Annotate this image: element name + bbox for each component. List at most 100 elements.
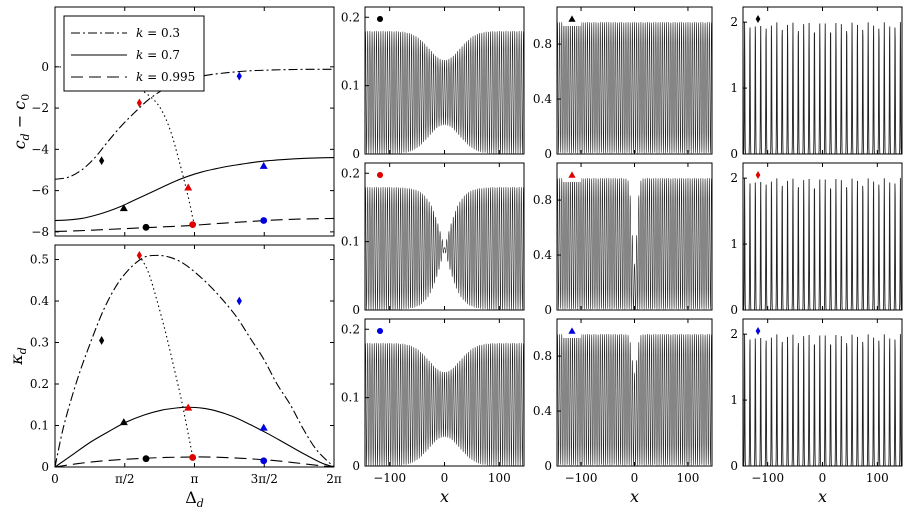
y-tick-label: 0 — [544, 303, 552, 317]
series-longdash — [54, 217, 335, 233]
wave-trace — [365, 30, 524, 154]
x-axis-label: Δd — [185, 488, 204, 510]
y-tick-label: −4 — [31, 142, 49, 156]
y-tick-label: 0.4 — [533, 248, 552, 262]
legend-eq: = 0.7 — [143, 48, 180, 62]
wave-trace — [365, 186, 524, 310]
marker-diamond — [99, 336, 105, 345]
x-tick-label: 0 — [441, 471, 449, 485]
x-tick-label: 3π/2 — [251, 472, 278, 486]
axes-frame — [54, 244, 335, 468]
y-tick-label: 0.8 — [533, 193, 552, 207]
x-tick-label: 100 — [676, 471, 699, 485]
x-tick-label: 0 — [631, 471, 639, 485]
marker-diamond — [236, 296, 242, 306]
series-solid — [54, 406, 335, 468]
wave-panel-r2-c1: 0 0.1 0.2 — [341, 162, 525, 317]
marker-diamond — [136, 250, 142, 260]
ylabel-sub2: 0 — [19, 94, 32, 101]
x-tick-label: −100 — [373, 471, 406, 485]
y-tick-label: 2 — [730, 171, 738, 185]
y-tick-label: −8 — [31, 225, 49, 239]
y-tick-label: 1 — [730, 237, 738, 251]
y-tick-label: 0.2 — [341, 322, 360, 336]
legend-label: k = 0.995 — [136, 70, 195, 84]
y-tick-label: 2 — [730, 327, 738, 341]
y-tick-label: 1 — [730, 393, 738, 407]
x-axis-label: x — [818, 487, 827, 506]
wave-panel-r1-c1: 0 0.1 0.2 — [341, 6, 525, 161]
y-tick-label: 0.2 — [341, 10, 360, 24]
marker-triangle — [184, 183, 193, 191]
y-tick-label: 0.3 — [30, 336, 49, 350]
x-tick-label: 0 — [51, 472, 59, 486]
wave-panel-r2-c2: 0 0.4 0.8 — [533, 162, 713, 317]
ylabel-sub1: d — [19, 133, 32, 140]
wave-panel-r3-c1: 0 0.1 0.2 −100 0 100 x — [341, 318, 525, 506]
marker-triangle — [259, 161, 268, 169]
series-longdash — [54, 456, 335, 468]
marker-diamond — [236, 71, 242, 81]
marker-circle — [260, 217, 268, 224]
legend-label: k = 0.3 — [136, 26, 180, 40]
legend-eq: = 0.995 — [143, 70, 195, 84]
wave-panel-r1-c3: 0 1 2 — [730, 6, 903, 161]
x-tick-label: 100 — [488, 471, 511, 485]
panel-marker-circle — [376, 171, 384, 179]
xlabel-sub: d — [197, 497, 204, 510]
y-tick-label: 0.1 — [341, 79, 360, 93]
marker-triangle — [259, 423, 268, 431]
legend-box — [63, 15, 205, 92]
y-tick-label: 0.4 — [30, 294, 49, 308]
x-axis-label: x — [440, 487, 449, 506]
series-dotted — [138, 255, 194, 457]
y-tick-label: 0.8 — [533, 349, 552, 363]
left-panels-layer: 0−2−4−6−8cd − c0k = 0.3k = 0.7k = 0.9950… — [7, 6, 342, 510]
x-tick-label: π — [191, 472, 199, 486]
panel-top-left: 0−2−4−6−8cd − c0k = 0.3k = 0.7k = 0.995 — [10, 6, 335, 239]
wave-trace — [743, 22, 902, 154]
x-tick-label: 0 — [819, 471, 827, 485]
y-tick-label: 0.4 — [533, 404, 552, 418]
marker-circle — [260, 457, 268, 465]
y-tick-label: 0.8 — [533, 37, 552, 51]
y-tick-label: 0 — [544, 147, 552, 161]
ylabel-main: c — [10, 140, 29, 149]
y-tick-label: −2 — [31, 101, 49, 115]
xlabel-main: Δ — [185, 488, 197, 507]
y-tick-label: −6 — [31, 184, 49, 198]
marker-circle — [189, 221, 197, 229]
wave-panel-r2-c3: 0 1 2 — [730, 162, 903, 317]
marker-diamond — [99, 156, 105, 166]
wave-trace — [557, 177, 712, 310]
wave-panels-layer: 0 0.1 0.2 0 0.4 0.8 0 1 2 0 0.1 0.2 0 0.4 0.8 0 1 2 0 0.1 0.… — [341, 6, 903, 506]
marker-circle — [189, 454, 197, 461]
legend-k: k — [136, 26, 143, 40]
wave-trace — [365, 342, 524, 466]
panel-marker-diamond — [755, 327, 761, 335]
wave-panel-r1-c2: 0 0.4 0.8 — [533, 6, 713, 161]
legend-k: k — [136, 70, 143, 84]
y-tick-label: 1 — [730, 81, 738, 95]
ylabel-main: κ — [7, 354, 26, 366]
y-tick-label: 0.2 — [30, 377, 49, 391]
series-solid — [54, 157, 335, 222]
series-dashdot — [54, 254, 335, 468]
legend-label: k = 0.7 — [136, 48, 180, 62]
y-tick-label: 0 — [352, 303, 360, 317]
y-axis-label: cd − c0 — [10, 94, 32, 150]
wave-panel-r3-c3: 0 1 2 −100 0 100 x — [730, 318, 903, 506]
wave-trace — [557, 333, 712, 466]
wave-trace — [743, 334, 902, 466]
panel-marker-triangle — [568, 327, 576, 334]
wave-panel-r3-c2: 0 0.4 0.8 −100 0 100 x — [533, 318, 713, 506]
panel-marker-circle — [376, 15, 384, 23]
y-axis-label: κd — [7, 347, 29, 366]
x-tick-label: −100 — [751, 471, 784, 485]
ylabel-sub: d — [16, 347, 29, 354]
y-tick-label: 0 — [41, 460, 49, 474]
panel-marker-circle — [376, 327, 384, 335]
panel-marker-diamond — [755, 15, 761, 23]
